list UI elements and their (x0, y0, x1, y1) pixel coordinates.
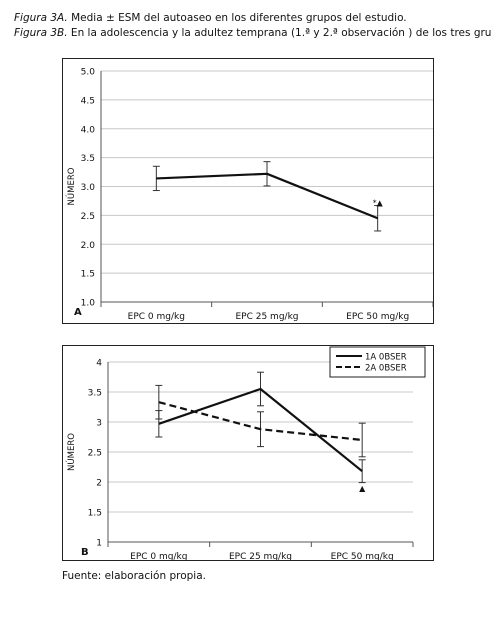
y-tick-label: 3 (96, 419, 102, 429)
y-tick-label: 4.0 (81, 125, 96, 135)
caption-figure-3a-label: Figura 3A. (14, 12, 68, 24)
panel-label: B (81, 547, 89, 558)
legend-label: 2A 0BSER (365, 364, 407, 374)
y-tick-label: 3.5 (88, 389, 102, 399)
source-note: Fuente: elaboración propia. (62, 570, 206, 582)
panel-label: A (74, 307, 82, 318)
y-tick-label: 1.5 (81, 270, 95, 280)
x-tick-label: EPC 0 mg/kg (130, 552, 187, 560)
chart-a-svg: 1.0 1.5 2.0 2.5 3.0 3.5 4.0 4.5 5.0 EPC 0 mg/kg EP… (65, 68, 433, 322)
x-tick-label: EPC 50 mg/kg (331, 552, 394, 560)
y-tick-label: 3.0 (81, 183, 96, 193)
caption-figure-3a-text: Media ± ESM del autoaseo en los diferent… (67, 12, 407, 24)
y-tick-label: 2.5 (88, 449, 102, 459)
series-line (156, 172, 379, 220)
caption-figure-3b: Figura 3B. En la adolescencia y la adult… (14, 26, 492, 40)
chart-b-svg: 1 1.5 2 2.5 3 3.5 4 EPC 0 mg/kg EPC 25 mg/kg EPC … (65, 346, 426, 560)
legend-box (329, 346, 426, 378)
y-tick-label: 1.0 (81, 299, 96, 309)
y-tick-label: 4 (96, 359, 102, 369)
x-tick-label: EPC 25 mg/kg (229, 552, 292, 560)
y-tick-label: 2.0 (81, 241, 96, 251)
y-axis-label: NÚMERO (65, 433, 77, 471)
caption-figure-3b-label: Figura 3B. (14, 27, 68, 39)
significance-marker: *▲ (373, 199, 384, 208)
chart-panel-a: 1.0 1.5 2.0 2.5 3.0 3.5 4.0 4.5 5.0 EPC 0 mg/kg EP… (62, 58, 434, 324)
y-tick-label: 5.0 (81, 68, 96, 78)
y-tick-label: 1.5 (88, 509, 102, 519)
y-tick-label: 2 (96, 479, 102, 489)
caption-figure-3b-text: En la adolescencia y la adultez temprana… (67, 27, 492, 39)
y-tick-label: 3.5 (81, 154, 95, 164)
x-tick-label: EPC 0 mg/kg (128, 312, 185, 322)
series-line (158, 401, 363, 442)
caption-figure-3a: Figura 3A. Media ± ESM del autoaseo en l… (14, 11, 407, 25)
y-tick-label: 4.5 (81, 96, 95, 106)
y-tick-label: 2.5 (81, 212, 95, 222)
chart-panel-b: 1 1.5 2 2.5 3 3.5 4 EPC 0 mg/kg EPC 25 mg/kg EPC … (62, 345, 434, 561)
x-tick-label: EPC 50 mg/kg (346, 312, 409, 322)
x-tick-label: EPC 25 mg/kg (235, 312, 298, 322)
legend-label: 1A 0BSER (365, 353, 407, 363)
y-axis-label: NÚMERO (65, 167, 77, 205)
y-tick-label: 1 (96, 539, 102, 549)
significance-marker: ▲ (359, 484, 366, 493)
